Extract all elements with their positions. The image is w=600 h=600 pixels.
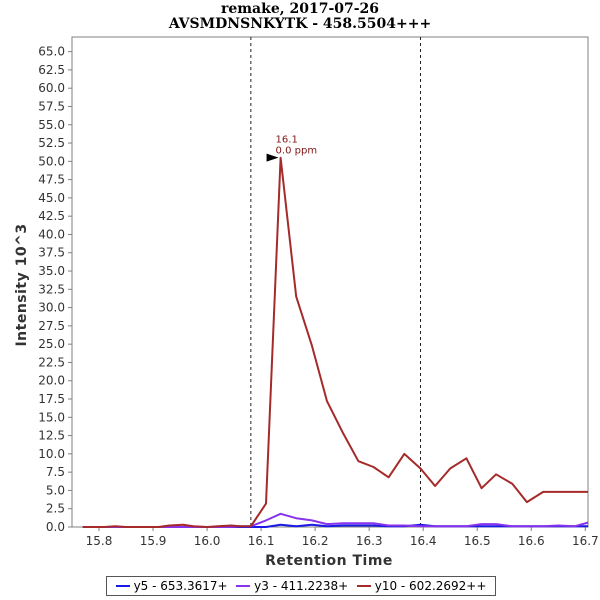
y-tick-label: 65.0 <box>38 45 65 59</box>
x-tick-label: 16.2 <box>302 534 329 548</box>
legend-item: y3 - 411.2238+ <box>236 579 348 593</box>
y-tick-label: 47.5 <box>38 173 65 187</box>
plot-area <box>71 36 589 528</box>
y-tick-label: 25.0 <box>38 337 65 351</box>
legend-swatch <box>115 585 130 587</box>
y-tick-label: 55.0 <box>38 118 65 132</box>
y-tick-label: 5.0 <box>46 483 65 497</box>
x-tick-label: 16.6 <box>518 534 545 548</box>
x-tick-label: 16.4 <box>410 534 437 548</box>
y-tick-label: 62.5 <box>38 63 65 77</box>
legend-label: y10 - 602.2692++ <box>374 579 487 593</box>
y-tick-label: 27.5 <box>38 319 65 333</box>
x-tick-label: 15.8 <box>86 534 113 548</box>
y-tick-label: 17.5 <box>38 392 65 406</box>
y-tick-label: 50.0 <box>38 154 65 168</box>
y-tick-label: 22.5 <box>38 355 65 369</box>
x-tick-label: 15.9 <box>140 534 167 548</box>
y-tick-label: 37.5 <box>38 246 65 260</box>
y-axis-label: Intensity 10^3 <box>14 223 30 346</box>
y-tick-label: 40.0 <box>38 227 65 241</box>
peak-marker-arrow <box>266 153 279 162</box>
y-tick-label: 52.5 <box>38 136 65 150</box>
legend-swatch <box>236 585 251 587</box>
y-tick-label: 15.0 <box>38 410 65 424</box>
legend-label: y5 - 653.3617+ <box>133 579 228 593</box>
x-tick-label: 16.5 <box>464 534 491 548</box>
peak-annotation-line: 16.1 <box>276 135 298 146</box>
y-tick-label: 45.0 <box>38 191 65 205</box>
legend-item: y5 - 653.3617+ <box>115 579 228 593</box>
y-tick-label: 32.5 <box>38 282 65 296</box>
x-tick-label: 16.7 <box>572 534 599 548</box>
x-axis-label: Retention Time <box>265 553 393 569</box>
y-tick-label: 2.5 <box>46 502 65 516</box>
y-tick-label: 7.5 <box>46 465 65 479</box>
chart-subtitle: AVSMDNSNKYTK - 458.5504+++ <box>168 16 431 32</box>
series-line-3 <box>82 156 588 528</box>
x-tick-label: 16.1 <box>248 534 275 548</box>
y-tick-label: 35.0 <box>38 264 65 278</box>
y-tick-label: 57.5 <box>38 99 65 113</box>
legend-item: y10 - 602.2692++ <box>356 579 487 593</box>
legend-label: y3 - 411.2238+ <box>254 579 349 593</box>
chart-legend: y5 - 653.3617+ y3 - 411.2238+ y10 - 602.26… <box>106 576 496 596</box>
x-tick-label: 16.0 <box>194 534 221 548</box>
y-tick-label: 30.0 <box>38 301 65 315</box>
y-tick-label: 12.5 <box>38 429 65 443</box>
peak-annotation-line: 0.0 ppm <box>276 146 318 157</box>
y-tick-label: 0.0 <box>46 520 65 534</box>
y-tick-label: 10.0 <box>38 447 65 461</box>
x-tick-label: 16.3 <box>356 534 383 548</box>
y-tick-label: 42.5 <box>38 209 65 223</box>
chart-title: remake, 2017-07-26 <box>221 1 379 17</box>
y-tick-label: 20.0 <box>38 374 65 388</box>
y-tick-label: 60.0 <box>38 81 65 95</box>
legend-swatch <box>356 585 371 587</box>
